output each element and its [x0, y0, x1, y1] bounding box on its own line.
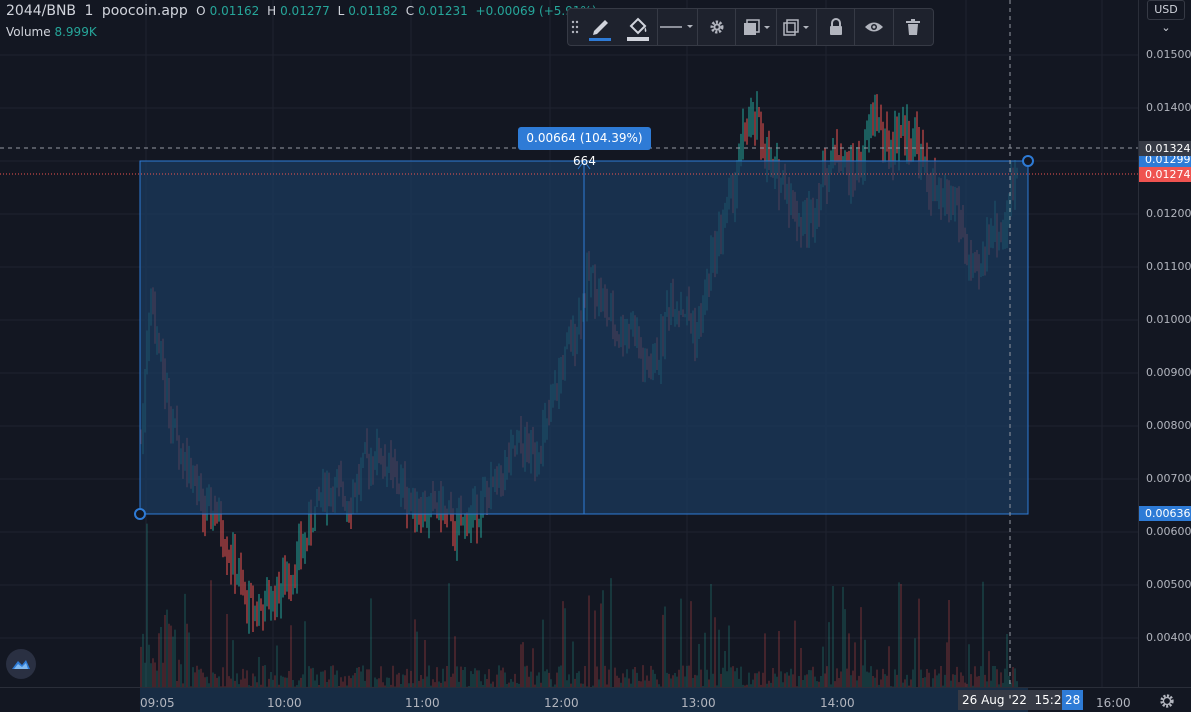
ohlc-values: O 0.01162 H 0.01277 L 0.01182 C 0.01231 +0.0…: [196, 4, 600, 18]
time-tick-label: 12:00: [544, 696, 579, 710]
price-tick-label: 0.01100: [1146, 260, 1191, 273]
price-tick-label: 0.00400: [1146, 631, 1191, 644]
price-tick-label: 0.00500: [1146, 578, 1191, 591]
interval: 1: [84, 3, 94, 19]
currency-label: USD: [1154, 3, 1178, 16]
drawing-toolbar: [567, 8, 934, 46]
high-value: 0.01277: [280, 4, 330, 18]
time-tick-label: 13:00: [681, 696, 716, 710]
low-value: 0.01182: [348, 4, 398, 18]
price-chart[interactable]: [0, 0, 1138, 687]
time-axis[interactable]: 09:0510:0011:0012:0013:0014:0015:0016:00…: [0, 687, 1191, 712]
volume-label: Volume: [6, 25, 51, 39]
fill-icon[interactable]: [619, 8, 658, 46]
time-tick-label: 14:00: [820, 696, 855, 710]
time-range-highlight: [140, 688, 1028, 712]
volume-value: 8.999K: [54, 25, 97, 39]
close-label: C: [405, 4, 415, 18]
high-label: H: [267, 4, 277, 18]
gear-icon[interactable]: [698, 8, 737, 46]
price-tag-last: 0.01274: [1139, 167, 1191, 182]
eye-icon[interactable]: [855, 8, 894, 46]
open-label: O: [196, 4, 206, 18]
price-tick-label: 0.00700: [1146, 472, 1191, 485]
measure-start-handle[interactable]: [134, 508, 146, 520]
price-tick-label: 0.00800: [1146, 419, 1191, 432]
open-value: 0.01162: [209, 4, 260, 18]
price-axis[interactable]: 0.015000.014000.013000.012000.011000.010…: [1138, 0, 1191, 687]
price-tick-label: 0.00600: [1146, 525, 1191, 538]
price-tick-label: 0.01400: [1146, 101, 1191, 114]
volume-legend: Volume 8.999K: [6, 25, 97, 39]
price-tick-label: 0.01500: [1146, 48, 1191, 61]
chart-legend: 2044/BNB 1 poocoin.app O 0.01162 H 0.01277…: [6, 3, 605, 19]
drag-handle-icon[interactable]: [568, 8, 582, 46]
chevron-down-icon: ⌄: [1161, 21, 1171, 34]
line-style-icon[interactable]: [658, 8, 698, 46]
change-value: +0.00069 (+5.91%): [475, 4, 597, 18]
time-tick-label: 09:05: [140, 696, 175, 710]
time-tick-label: 16:00: [1096, 696, 1131, 710]
close-value: 0.01231: [418, 4, 468, 18]
tradingview-logo-icon[interactable]: [6, 649, 36, 679]
clone-icon[interactable]: [777, 8, 817, 46]
measure-arrow-head: [577, 160, 591, 170]
currency-selector[interactable]: USD ⌄: [1147, 0, 1185, 34]
time-tick-label: 10:00: [267, 696, 302, 710]
time-tick-label: 11:00: [405, 696, 440, 710]
symbol-name: 2044/BNB: [6, 3, 77, 19]
cursor-date-label: 26 Aug '22 15:20: [958, 690, 1074, 710]
trash-icon[interactable]: [894, 8, 933, 46]
data-source: poocoin.app: [101, 3, 188, 19]
pencil-icon[interactable]: [582, 8, 619, 46]
cursor-end-label: 28: [1062, 690, 1084, 710]
price-tick-label: 0.01000: [1146, 313, 1191, 326]
price-tag-low: 0.00636: [1139, 506, 1191, 521]
price-tick-label: 0.01200: [1146, 207, 1191, 220]
measure-end-handle[interactable]: [1022, 155, 1034, 167]
price-tag-crosshair: 0.01324: [1139, 141, 1191, 156]
measure-tooltip: 0.00664 (104.39%) 664: [518, 127, 651, 168]
lock-icon[interactable]: [817, 8, 856, 46]
settings-gear-icon[interactable]: [1159, 693, 1175, 709]
template-icon[interactable]: [736, 8, 777, 46]
low-label: L: [337, 4, 345, 18]
price-tick-label: 0.00900: [1146, 366, 1191, 379]
volume-bars: [140, 523, 1018, 687]
